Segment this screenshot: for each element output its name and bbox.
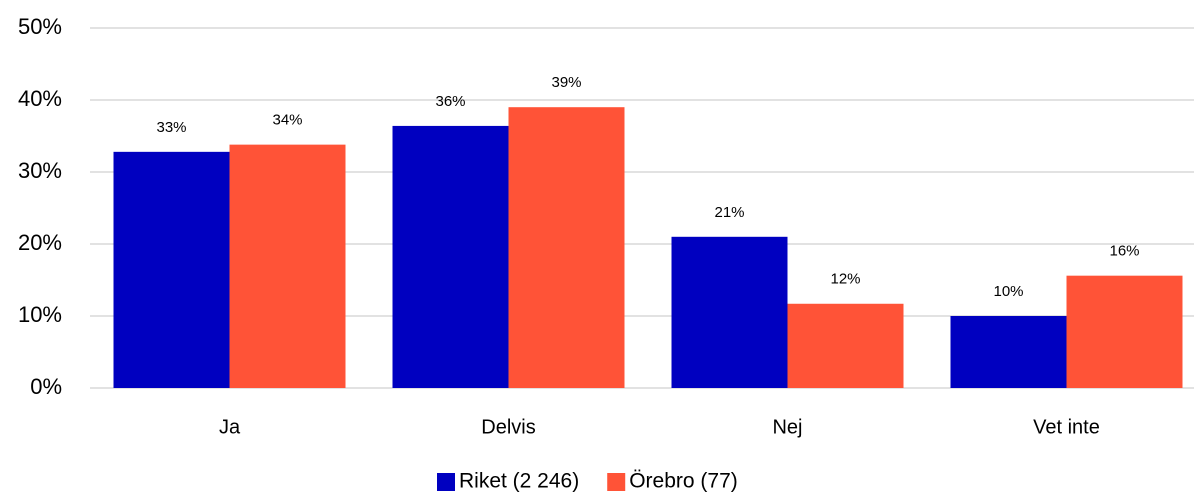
- value-label: 21%: [714, 204, 744, 221]
- legend-label: Riket (2 246): [459, 470, 579, 493]
- value-label: 10%: [993, 283, 1023, 300]
- y-tick-label: 0%: [30, 374, 62, 399]
- bar: [392, 125, 509, 389]
- value-label: 36%: [435, 93, 465, 110]
- value-label: 33%: [156, 119, 186, 136]
- y-tick-label: 50%: [18, 14, 62, 39]
- y-tick-label: 20%: [18, 230, 62, 255]
- bar: [1066, 275, 1183, 388]
- bar: [508, 107, 625, 388]
- y-tick-label: 10%: [18, 302, 62, 327]
- x-tick-label: Ja: [219, 416, 241, 438]
- value-label: 16%: [1109, 243, 1139, 260]
- value-label: 34%: [272, 112, 302, 129]
- x-tick-label: Vet inte: [1033, 416, 1100, 438]
- bar: [671, 236, 788, 388]
- value-label: 12%: [830, 271, 860, 288]
- value-label: 39%: [551, 74, 581, 91]
- bar: [113, 151, 230, 388]
- y-tick-label: 40%: [18, 86, 62, 111]
- bar: [787, 303, 904, 388]
- x-tick-label: Delvis: [481, 416, 535, 438]
- x-tick-label: Nej: [772, 416, 802, 438]
- y-tick-label: 30%: [18, 158, 62, 183]
- bar: [229, 144, 346, 388]
- legend-swatch: [607, 473, 626, 491]
- bar: [950, 316, 1067, 388]
- legend-swatch: [437, 473, 455, 491]
- legend-label: Örebro (77): [629, 470, 738, 493]
